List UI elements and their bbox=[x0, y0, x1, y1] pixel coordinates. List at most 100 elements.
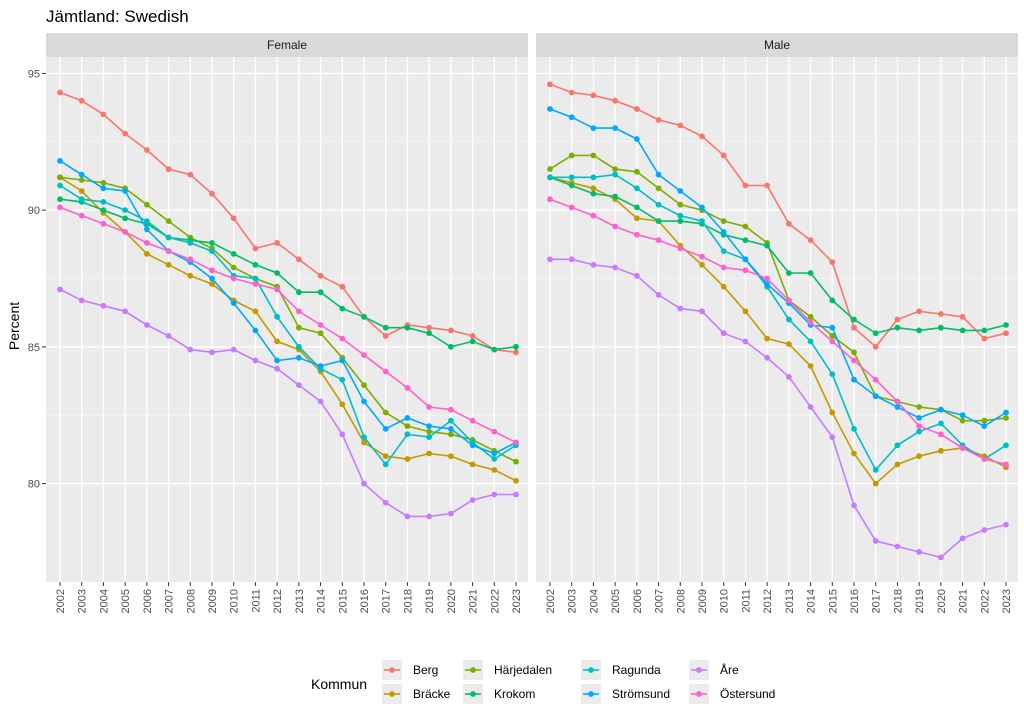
x-tick-label: 2010 bbox=[719, 589, 731, 613]
data-point-ragunda bbox=[807, 338, 814, 345]
data-point-stromsund bbox=[144, 226, 150, 233]
chart-panels: Female 80 85 90 95 2002 2003 2004 2005 2006 2007 20… bbox=[28, 33, 1018, 613]
data-point-are bbox=[764, 354, 770, 361]
data-point-stromsund bbox=[764, 281, 770, 287]
data-point-ostersund bbox=[742, 267, 749, 274]
data-point-krokom bbox=[829, 297, 836, 304]
x-tick-label: 2021 bbox=[468, 589, 480, 613]
data-point-bracke bbox=[144, 251, 150, 257]
data-point-harjedalen bbox=[981, 417, 988, 424]
legend-key-point bbox=[696, 691, 702, 697]
data-point-ostersund bbox=[144, 240, 150, 246]
data-point-ostersund bbox=[317, 322, 324, 328]
data-point-bracke bbox=[938, 447, 944, 454]
data-point-stromsund bbox=[634, 136, 640, 142]
data-point-ostersund bbox=[677, 245, 684, 252]
data-point-bracke bbox=[252, 308, 259, 315]
data-point-are bbox=[699, 308, 705, 315]
data-point-stromsund bbox=[274, 357, 280, 364]
data-point-ragunda bbox=[872, 467, 879, 473]
data-point-are bbox=[382, 499, 389, 506]
data-point-bracke bbox=[634, 215, 640, 222]
data-point-are bbox=[568, 256, 575, 263]
data-point-are bbox=[655, 292, 662, 298]
x-tick-label: 2013 bbox=[784, 589, 796, 613]
data-point-ostersund bbox=[720, 264, 727, 271]
data-point-are bbox=[209, 349, 215, 356]
plot-background bbox=[536, 57, 1018, 582]
legend-label: Åre bbox=[720, 662, 739, 677]
data-point-krokom bbox=[872, 330, 879, 337]
series-harjedalen-male bbox=[547, 152, 1009, 424]
x-tick-label: 2015 bbox=[337, 589, 349, 613]
data-point-ostersund bbox=[382, 368, 389, 375]
data-point-krokom bbox=[742, 237, 749, 244]
data-point-harjedalen bbox=[568, 152, 575, 159]
data-point-krokom bbox=[851, 316, 857, 323]
data-point-stromsund bbox=[720, 229, 727, 235]
legend-item-berg: Berg bbox=[382, 660, 438, 680]
data-point-ostersund bbox=[938, 431, 944, 438]
series-line-ragunda bbox=[550, 173, 1007, 472]
data-point-berg bbox=[339, 283, 346, 290]
x-tick-label: 2009 bbox=[697, 589, 709, 613]
data-point-harjedalen bbox=[57, 174, 63, 181]
data-point-ragunda bbox=[187, 240, 194, 246]
data-point-harjedalen bbox=[916, 404, 922, 410]
data-point-krokom bbox=[317, 289, 324, 296]
data-point-krokom bbox=[568, 182, 575, 189]
x-tick-label: 2020 bbox=[936, 589, 948, 613]
x-tick-label: 2021 bbox=[958, 589, 970, 613]
data-point-are bbox=[78, 297, 85, 304]
data-point-bracke bbox=[165, 261, 172, 268]
data-point-ragunda bbox=[699, 218, 705, 225]
data-point-krokom bbox=[274, 270, 280, 276]
data-point-ostersund bbox=[230, 275, 237, 282]
data-point-berg bbox=[209, 190, 215, 197]
data-point-ostersund bbox=[187, 256, 194, 263]
series-line-harjedalen bbox=[549, 154, 1007, 422]
x-tick-label: 2012 bbox=[762, 589, 774, 613]
series-krokom-female bbox=[57, 196, 519, 353]
data-point-stromsund bbox=[296, 354, 302, 361]
data-point-ostersund bbox=[252, 281, 259, 287]
x-tick-label: 2012 bbox=[272, 589, 284, 613]
data-point-ragunda bbox=[252, 275, 259, 282]
x-tick-label: 2009 bbox=[207, 589, 219, 613]
data-point-ostersund bbox=[165, 248, 172, 255]
data-point-harjedalen bbox=[361, 382, 367, 388]
legend-label: Krokom bbox=[494, 687, 535, 701]
data-point-berg bbox=[382, 333, 389, 339]
data-point-bracke bbox=[404, 456, 411, 462]
x-tick-label: 2017 bbox=[381, 589, 393, 613]
data-point-stromsund bbox=[829, 324, 836, 331]
data-point-ragunda bbox=[851, 426, 857, 432]
data-point-ostersund bbox=[655, 237, 662, 244]
data-point-harjedalen bbox=[634, 168, 640, 175]
data-point-krokom bbox=[469, 338, 476, 345]
series-ostersund-female bbox=[57, 204, 519, 446]
legend-label: Östersund bbox=[720, 687, 775, 701]
data-point-stromsund bbox=[361, 398, 367, 405]
x-tick-label: 2003 bbox=[77, 589, 89, 613]
data-point-bracke bbox=[339, 401, 346, 408]
legend-label: Berg bbox=[413, 663, 438, 677]
data-point-stromsund bbox=[894, 404, 901, 410]
x-tick-label: 2016 bbox=[359, 589, 371, 613]
legend-key-point bbox=[389, 691, 395, 697]
data-point-ostersund bbox=[469, 417, 476, 424]
data-point-berg bbox=[122, 130, 128, 137]
data-point-berg bbox=[317, 272, 324, 279]
x-tick-label: 2019 bbox=[424, 589, 436, 613]
data-point-berg bbox=[57, 89, 63, 96]
data-point-are bbox=[274, 365, 280, 372]
series-line-are bbox=[550, 258, 1007, 559]
data-point-ragunda bbox=[144, 218, 150, 225]
series-line-ostersund bbox=[549, 198, 1007, 466]
data-point-are bbox=[144, 322, 150, 328]
data-point-harjedalen bbox=[230, 264, 237, 271]
x-tick-label: 2008 bbox=[675, 589, 687, 613]
data-point-are bbox=[361, 480, 367, 487]
data-point-bracke bbox=[894, 461, 901, 468]
data-point-ostersund bbox=[959, 445, 966, 451]
